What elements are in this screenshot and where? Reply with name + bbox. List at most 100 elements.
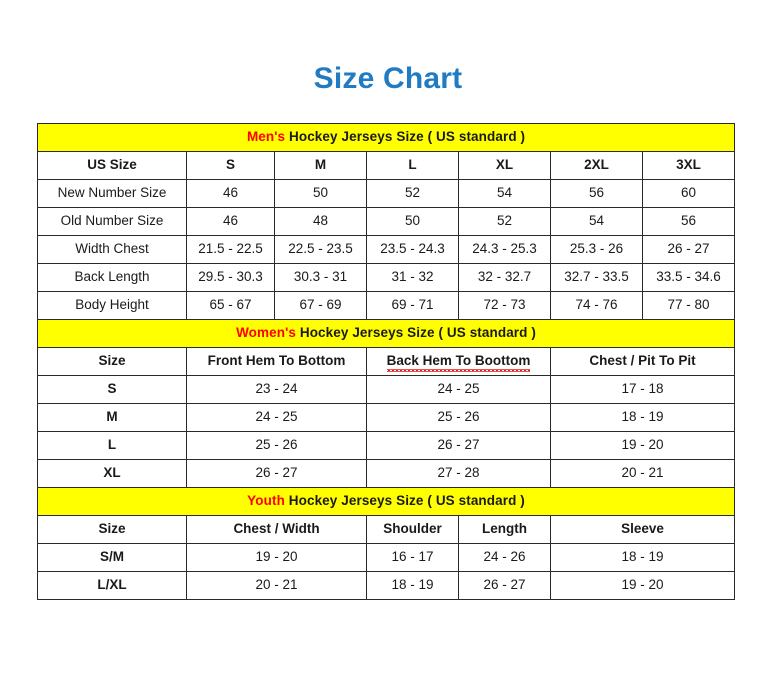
table-cell: 16 - 17 — [366, 543, 459, 572]
row-label: Back Length — [37, 263, 187, 292]
table-cell: 19 - 20 — [186, 543, 367, 572]
womens-header-cell: Front Hem To Bottom — [186, 347, 367, 376]
table-cell: 19 - 20 — [549, 431, 736, 460]
table-cell: 26 - 27 — [458, 571, 551, 600]
mens-banner-row: Men's Hockey Jerseys Size ( US standard … — [36, 123, 736, 152]
row-label: XL — [37, 459, 187, 488]
table-cell: 27 - 28 — [366, 459, 551, 488]
table-row: S 23 - 24 24 - 25 17 - 18 — [37, 375, 736, 404]
table-row: Body Height 65 - 67 67 - 69 69 - 71 72 -… — [37, 291, 736, 320]
table-cell: 60 — [641, 179, 736, 208]
table-cell: 69 - 71 — [366, 291, 459, 320]
womens-header-cell: Back Hem To Boottom — [366, 347, 551, 376]
mens-section-banner: Men's Hockey Jerseys Size ( US standard … — [36, 123, 736, 152]
table-row: L/XL 20 - 21 18 - 19 26 - 27 19 - 20 — [37, 571, 736, 600]
mens-banner-rest: Hockey Jerseys Size ( US standard ) — [285, 129, 526, 145]
table-cell: 17 - 18 — [549, 375, 736, 404]
row-label: Width Chest — [37, 235, 187, 264]
table-row: New Number Size 46 50 52 54 56 60 — [37, 179, 736, 208]
page-title: Size Chart — [313, 62, 463, 95]
row-label: M — [37, 403, 187, 432]
table-cell: 54 — [458, 179, 551, 208]
table-cell: 72 - 73 — [458, 291, 551, 320]
table-row: S/M 19 - 20 16 - 17 24 - 26 18 - 19 — [37, 543, 736, 572]
table-cell: 67 - 69 — [274, 291, 367, 320]
row-label: L/XL — [37, 571, 187, 600]
table-cell: 24.3 - 25.3 — [458, 235, 551, 264]
table-row: L 25 - 26 26 - 27 19 - 20 — [37, 431, 736, 460]
table-cell: 22.5 - 23.5 — [274, 235, 367, 264]
row-label: S/M — [37, 543, 187, 572]
table-cell: 46 — [186, 179, 275, 208]
table-cell: 32 - 32.7 — [458, 263, 551, 292]
womens-banner-accent: Women's — [236, 325, 296, 341]
table-cell: 24 - 26 — [458, 543, 551, 572]
table-cell: 31 - 32 — [366, 263, 459, 292]
table-cell: 23 - 24 — [186, 375, 367, 404]
table-cell: 18 - 19 — [549, 543, 736, 572]
table-cell: 25 - 26 — [366, 403, 551, 432]
row-label: New Number Size — [37, 179, 187, 208]
table-cell: 33.5 - 34.6 — [641, 263, 736, 292]
table-cell: 54 — [550, 207, 643, 236]
youth-banner-row: Youth Hockey Jerseys Size ( US standard … — [36, 487, 736, 516]
table-cell: 52 — [366, 179, 459, 208]
mens-header-cell: XL — [458, 151, 551, 180]
table-row: Back Length 29.5 - 30.3 30.3 - 31 31 - 3… — [37, 263, 736, 292]
table-cell: 56 — [641, 207, 736, 236]
youth-header-cell: Size — [37, 515, 187, 544]
youth-header-row: Size Chest / Width Shoulder Length Sleev… — [37, 515, 736, 544]
mens-header-cell: 2XL — [550, 151, 643, 180]
youth-header-cell: Chest / Width — [186, 515, 367, 544]
row-label: Body Height — [37, 291, 187, 320]
table-cell: 19 - 20 — [549, 571, 736, 600]
table-cell: 50 — [274, 179, 367, 208]
table-cell: 18 - 19 — [549, 403, 736, 432]
table-cell: 25 - 26 — [186, 431, 367, 460]
womens-section-banner: Women's Hockey Jerseys Size ( US standar… — [36, 319, 736, 348]
row-label: Old Number Size — [37, 207, 187, 236]
youth-banner-accent: Youth — [247, 493, 285, 509]
table-cell: 25.3 - 26 — [550, 235, 643, 264]
table-cell: 26 - 27 — [641, 235, 736, 264]
womens-header-cell: Size — [37, 347, 187, 376]
youth-section-banner: Youth Hockey Jerseys Size ( US standard … — [36, 487, 736, 516]
youth-banner-rest: Hockey Jerseys Size ( US standard ) — [284, 493, 525, 509]
table-cell: 50 — [366, 207, 459, 236]
mens-header-cell: 3XL — [641, 151, 736, 180]
womens-header-misspelled: Back Hem To Boottom — [386, 353, 531, 372]
mens-banner-accent: Men's — [246, 129, 286, 145]
table-cell: 32.7 - 33.5 — [550, 263, 643, 292]
table-cell: 29.5 - 30.3 — [186, 263, 275, 292]
table-cell: 18 - 19 — [366, 571, 459, 600]
table-row: XL 26 - 27 27 - 28 20 - 21 — [37, 459, 736, 488]
table-cell: 24 - 25 — [186, 403, 367, 432]
youth-header-cell: Shoulder — [366, 515, 459, 544]
mens-header-cell: S — [186, 151, 275, 180]
table-row: Width Chest 21.5 - 22.5 22.5 - 23.5 23.5… — [37, 235, 736, 264]
table-cell: 26 - 27 — [186, 459, 367, 488]
youth-header-cell: Length — [458, 515, 551, 544]
size-chart-table: Men's Hockey Jerseys Size ( US standard … — [36, 123, 736, 600]
table-cell: 56 — [550, 179, 643, 208]
table-cell: 24 - 25 — [366, 375, 551, 404]
table-cell: 20 - 21 — [186, 571, 367, 600]
youth-header-cell: Sleeve — [549, 515, 736, 544]
table-cell: 77 - 80 — [641, 291, 736, 320]
table-cell: 23.5 - 24.3 — [366, 235, 459, 264]
table-cell: 26 - 27 — [366, 431, 551, 460]
row-label: L — [37, 431, 187, 460]
table-cell: 20 - 21 — [549, 459, 736, 488]
womens-header-cell: Chest / Pit To Pit — [549, 347, 736, 376]
size-chart-tables: Men's Hockey Jerseys Size ( US standard … — [36, 123, 736, 600]
mens-header-cell: L — [366, 151, 459, 180]
table-cell: 30.3 - 31 — [274, 263, 367, 292]
table-row: Old Number Size 46 48 50 52 54 56 — [37, 207, 736, 236]
mens-header-row: US Size S M L XL 2XL 3XL — [37, 151, 736, 180]
table-cell: 74 - 76 — [550, 291, 643, 320]
womens-banner-rest: Hockey Jerseys Size ( US standard ) — [296, 325, 536, 341]
table-cell: 52 — [458, 207, 551, 236]
mens-header-cell: M — [274, 151, 367, 180]
row-label: S — [37, 375, 187, 404]
